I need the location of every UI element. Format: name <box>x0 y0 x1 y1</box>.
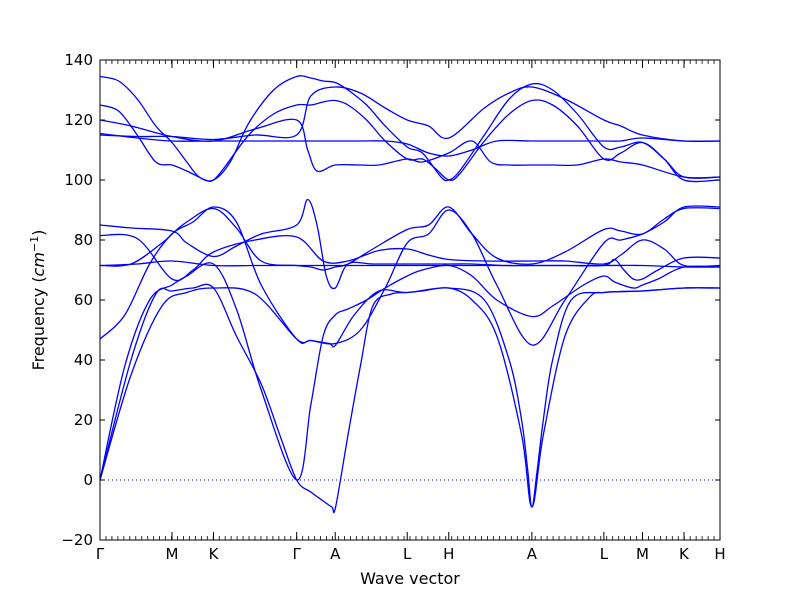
plot-frame <box>99 59 721 541</box>
x-tick-label: M <box>166 545 179 563</box>
band-line-10 <box>100 99 720 183</box>
y-tick-label: 40 <box>74 351 93 369</box>
y-tick-label: 100 <box>64 171 93 189</box>
y-tick-label: −20 <box>61 531 93 549</box>
x-tick-label: L <box>600 545 609 563</box>
x-tick-label: A <box>527 545 538 563</box>
band-line-2 <box>100 283 720 514</box>
y-tick-label: 20 <box>74 411 93 429</box>
band-line-12 <box>100 86 720 143</box>
x-tick-label: H <box>714 545 725 563</box>
y-axis-label-text: Frequency ( <box>29 276 48 370</box>
y-axis-label-unit: cm <box>29 252 48 276</box>
x-tick-label: A <box>330 545 341 563</box>
band-line-3 <box>100 262 720 481</box>
y-axis-label-exponent: −1 <box>28 236 41 252</box>
band-line-6 <box>100 198 720 290</box>
band-line-4 <box>100 205 720 346</box>
y-axis-label: Frequency (cm−1) <box>28 230 48 371</box>
series-layer <box>100 75 720 514</box>
x-tick-label: M <box>636 545 649 563</box>
band-line-1 <box>100 287 720 508</box>
band-line-5 <box>100 206 720 271</box>
band-line-11 <box>100 118 720 179</box>
y-tick-label: 60 <box>74 291 93 309</box>
y-tick-label: 120 <box>64 111 93 129</box>
x-axis-label: Wave vector <box>360 569 460 588</box>
band-line-7 <box>100 233 720 282</box>
band-line-9 <box>100 75 720 182</box>
x-tick-label: L <box>403 545 412 563</box>
y-tick-label: 80 <box>74 231 93 249</box>
y-tick-label: 0 <box>83 471 93 489</box>
band-line-13 <box>100 132 720 157</box>
x-tick-label: H <box>443 545 454 563</box>
x-tick-label: Γ <box>96 545 105 563</box>
x-tick-label: K <box>679 545 690 563</box>
x-minor-ticks <box>99 60 721 540</box>
band-line-8 <box>100 260 720 268</box>
y-tick-label: 140 <box>64 51 93 69</box>
y-axis-label-close: ) <box>29 230 48 236</box>
x-tick-label: K <box>209 545 220 563</box>
y-ticks: −20 0 20 40 60 80 100 120 140 <box>61 51 720 549</box>
x-tick-label: Γ <box>292 545 301 563</box>
